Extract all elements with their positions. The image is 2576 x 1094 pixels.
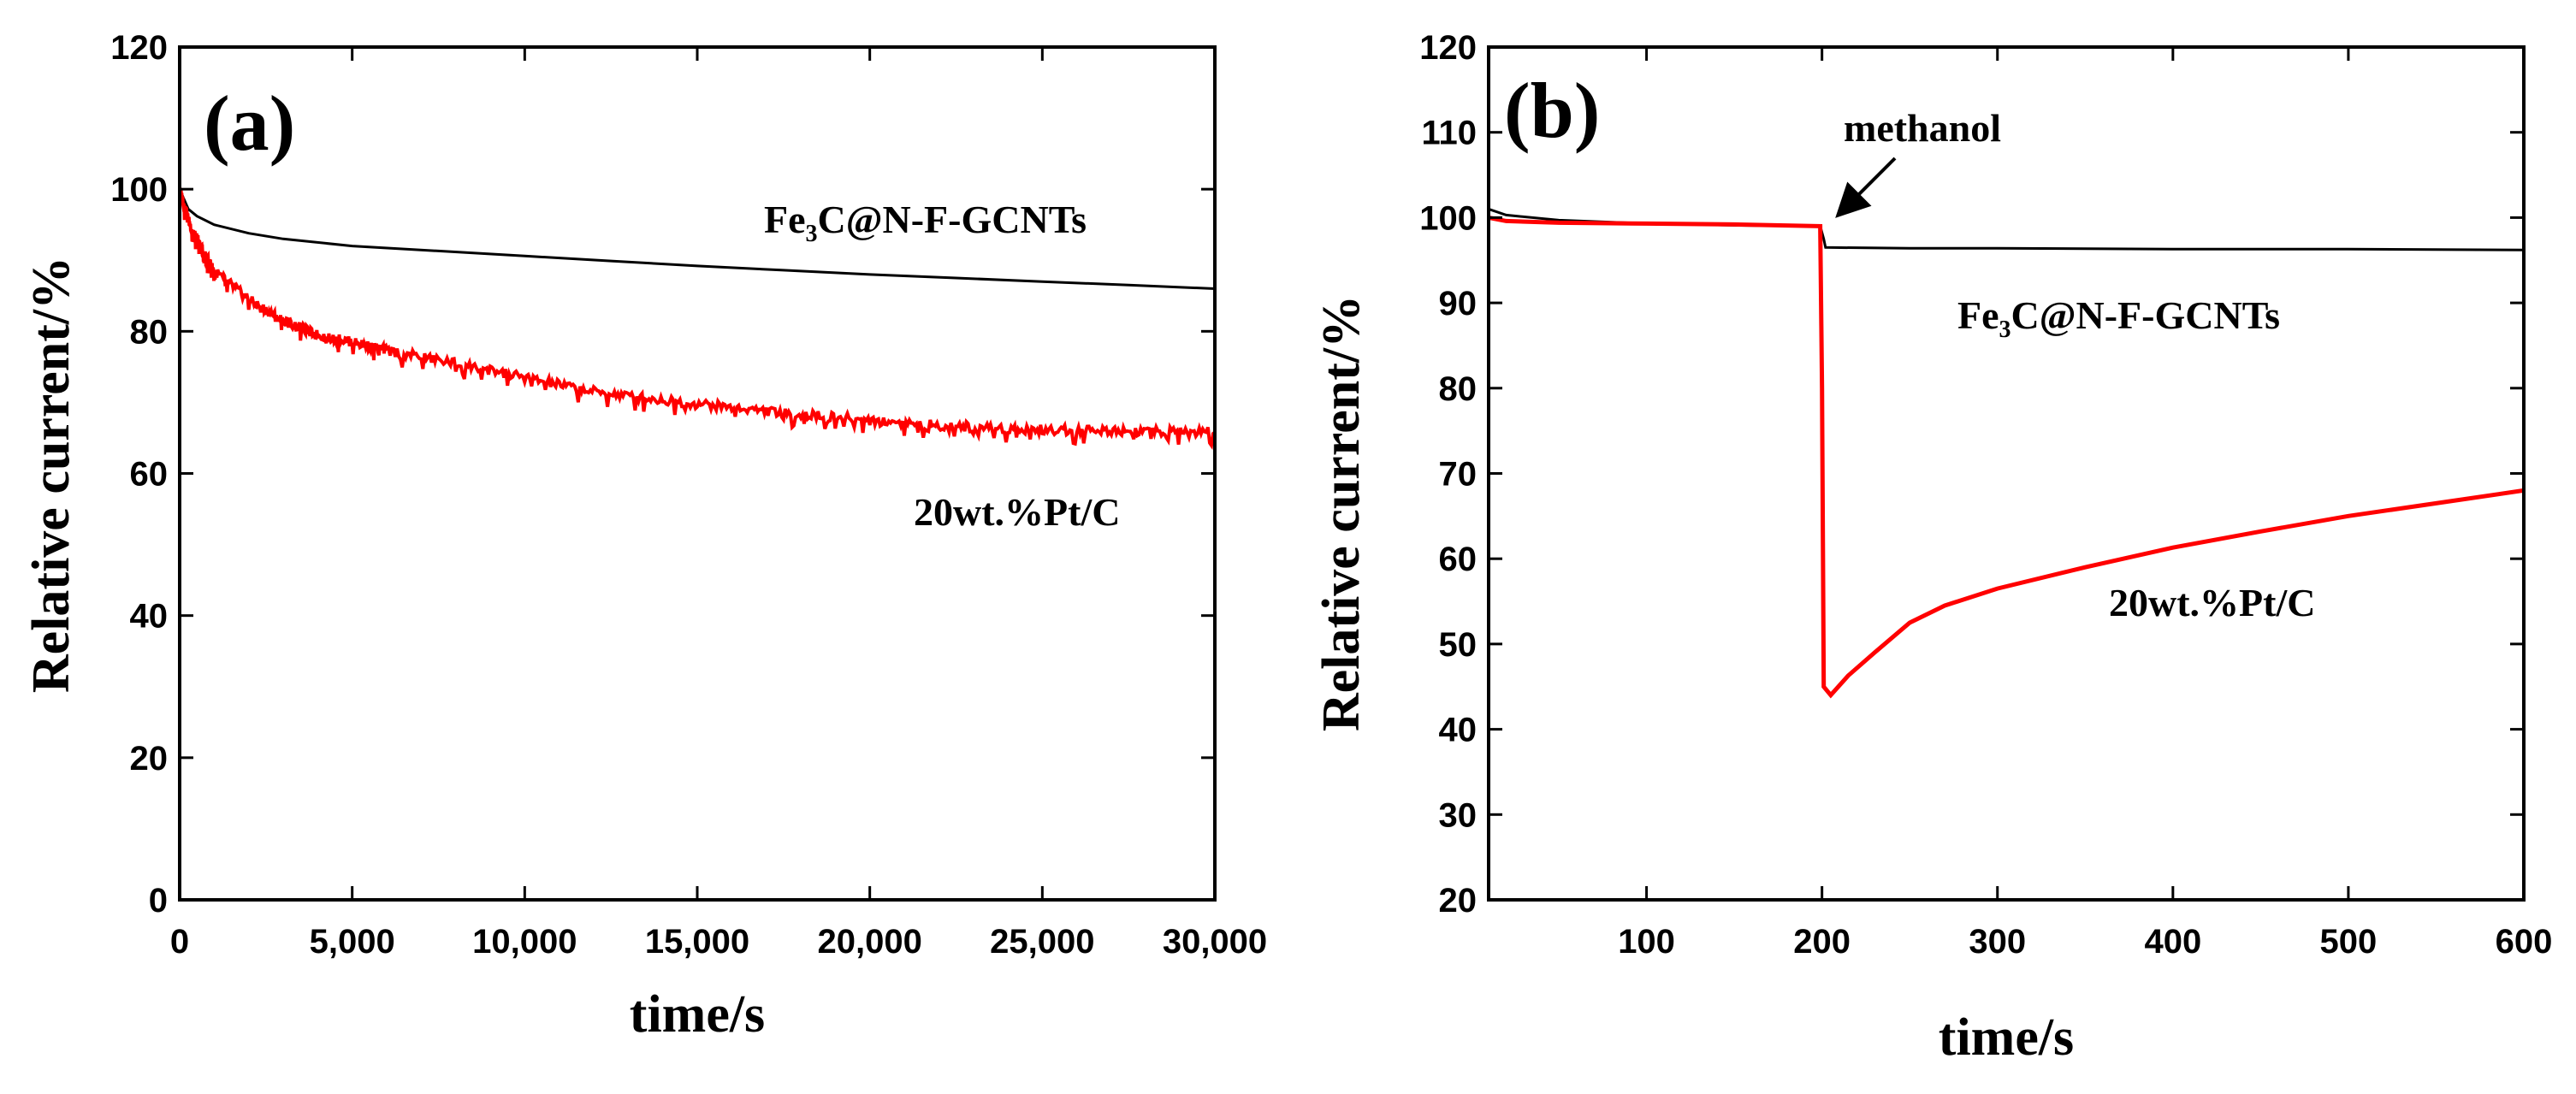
- y-tick-label-b-8: 100: [1419, 199, 1477, 237]
- x-tick-label-a-1: 5,000: [310, 923, 395, 961]
- x-tick-label-b-0: 100: [1618, 923, 1675, 961]
- legend-label-fe3c-a: Fe3C@N-F-GCNTs: [764, 198, 1087, 247]
- y-axis-label-a: Relative current/%: [22, 257, 80, 693]
- y-tick-label-b-10: 120: [1419, 29, 1477, 67]
- legend-label-ptc-b: 20wt.%Pt/C: [2109, 581, 2315, 624]
- x-ticks-b: 100 200 300 400 500 600: [1618, 47, 2552, 961]
- x-axis-label-a: time/s: [630, 985, 765, 1044]
- x-tick-label-b-5: 600: [2496, 923, 2553, 961]
- series-line-fe3c-b: [1489, 207, 2524, 251]
- plot-frame-a: [178, 45, 1217, 902]
- y-tick-label-a-6: 120: [110, 29, 168, 67]
- x-tick-label-b-4: 500: [2320, 923, 2378, 961]
- y-ticks-a: 0 20 40 60 80 100 120: [110, 29, 1215, 920]
- y-tick-label-b-6: 80: [1439, 370, 1477, 408]
- y-tick-label-b-9: 110: [1421, 115, 1477, 152]
- x-tick-label-b-1: 200: [1793, 923, 1851, 961]
- methanol-label: methanol: [1844, 106, 2001, 150]
- y-axis-label-b: Relative current/%: [1312, 295, 1371, 731]
- y-tick-label-b-7: 90: [1439, 285, 1477, 322]
- x-tick-label-b-2: 300: [1969, 923, 2026, 961]
- panel-label-a: (a): [204, 80, 295, 167]
- plot-frame-b: [1487, 45, 2526, 902]
- panel-a: 0 5,000 10,000 15,000 20,000 25,000 30,000 0 20…: [22, 29, 1267, 1044]
- y-tick-label-b-1: 30: [1439, 796, 1477, 834]
- y-tick-label-a-5: 100: [110, 171, 168, 209]
- y-tick-label-a-0: 0: [149, 882, 168, 920]
- x-tick-label-a-4: 20,000: [817, 923, 921, 961]
- y-tick-label-b-0: 20: [1439, 882, 1477, 920]
- methanol-arrow: [1835, 157, 1897, 218]
- panel-b: 100 200 300 400 500 600 20 30 40 50 60 70 80 90 100 11…: [1312, 29, 2552, 1067]
- x-tick-label-a-5: 25,000: [990, 923, 1094, 961]
- x-tick-label-a-3: 15,000: [645, 923, 749, 961]
- series-line-fe3c-a: [180, 188, 1215, 290]
- panel-a-series: [180, 184, 1215, 451]
- series-line-ptc-b: [1489, 215, 2524, 699]
- y-tick-label-b-5: 70: [1439, 456, 1477, 494]
- x-tick-label-a-6: 30,000: [1163, 923, 1267, 961]
- y-tick-label-b-4: 60: [1439, 541, 1477, 578]
- y-tick-label-a-2: 40: [130, 598, 169, 636]
- legend-label-fe3c-b: Fe3C@N-F-GCNTs: [1957, 293, 2280, 343]
- x-tick-label-a-0: 0: [170, 923, 189, 961]
- panel-b-series: [1489, 207, 2524, 699]
- y-tick-label-a-3: 60: [130, 456, 169, 494]
- y-tick-label-a-1: 20: [130, 740, 169, 778]
- x-tick-label-a-2: 10,000: [472, 923, 577, 961]
- panel-label-b: (b): [1504, 67, 1600, 154]
- x-axis-label-b: time/s: [1939, 1008, 2074, 1067]
- y-tick-label-a-4: 80: [130, 313, 169, 351]
- y-tick-label-b-2: 40: [1439, 712, 1477, 749]
- legend-label-ptc-a: 20wt.%Pt/C: [914, 490, 1120, 534]
- y-tick-label-b-3: 50: [1439, 626, 1477, 664]
- y-ticks-b: 20 30 40 50 60 70 80 90 100 110 120: [1419, 29, 2524, 920]
- x-ticks-a: 0 5,000 10,000 15,000 20,000 25,000 30,000: [170, 47, 1267, 961]
- x-tick-label-b-3: 400: [2144, 923, 2201, 961]
- series-line-ptc-a: [180, 184, 1215, 451]
